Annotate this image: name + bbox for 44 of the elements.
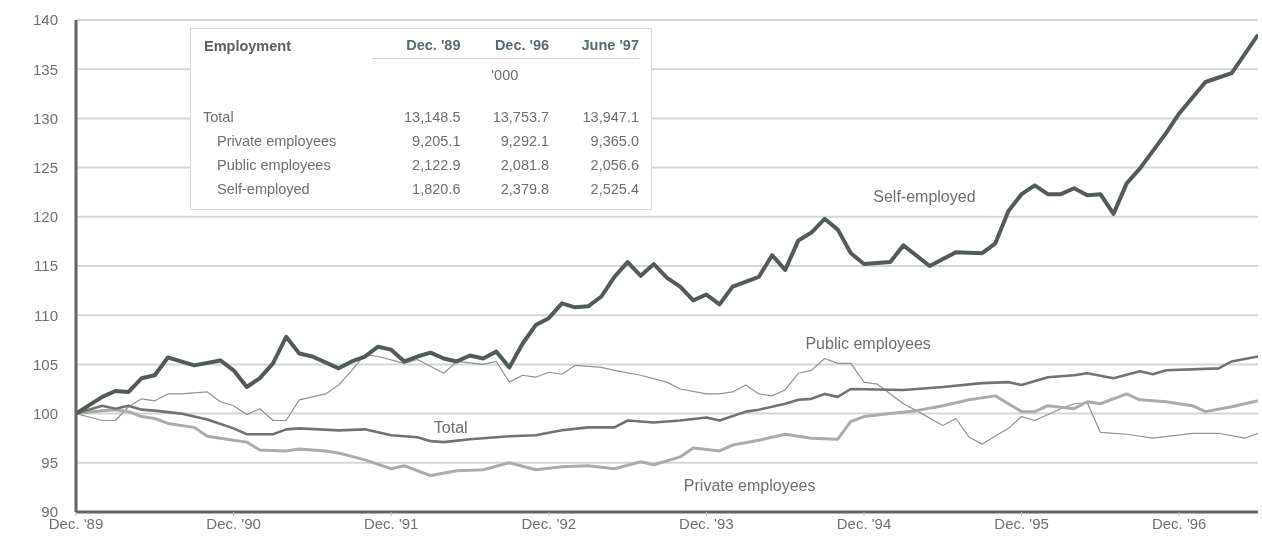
line-series xyxy=(76,32,1258,416)
data-label: 2,122.9 xyxy=(411,155,461,175)
text: Dec. '96 xyxy=(460,37,550,58)
category-label: Public employees xyxy=(216,155,332,175)
x-tick-label: Dec. '90 xyxy=(206,514,261,532)
data-label: 1,820.6 xyxy=(411,179,461,199)
x-tick-label: Dec. '93 xyxy=(679,514,734,532)
y-tick-label: 100 xyxy=(32,404,58,422)
x-tick-label: Dec. '96 xyxy=(1151,514,1207,532)
data-label: 2,525.4 xyxy=(589,179,639,199)
data-label: 9,365.0 xyxy=(589,131,639,151)
data-label: 9,292.1 xyxy=(499,131,550,151)
y-tick-label: 130 xyxy=(32,109,58,127)
y-tick-label: 125 xyxy=(32,158,58,176)
line-series xyxy=(76,392,1258,478)
text: '000 xyxy=(490,65,520,85)
text: June '97 xyxy=(549,37,639,58)
x-tick-label: Dec. '94 xyxy=(836,514,892,532)
y-tick-label: 95 xyxy=(41,454,58,472)
x-tick-label: Dec. '92 xyxy=(521,514,577,532)
series-label: Dec. '89 xyxy=(371,37,461,58)
data-label: 2,379.8 xyxy=(499,179,550,199)
series-label: Private employees xyxy=(683,477,816,495)
y-tick-label: 115 xyxy=(34,257,58,275)
data-label: 9,205.1 xyxy=(411,131,461,151)
y-tick-label: 105 xyxy=(32,355,58,373)
data-label: 13,148.5 xyxy=(403,107,461,127)
text: Self-employed xyxy=(873,187,976,205)
data-label: 13,947.1 xyxy=(581,107,639,127)
y-tick-label: 120 xyxy=(32,208,58,226)
category-label: Total xyxy=(203,107,235,127)
category-label: Private employees xyxy=(216,131,338,151)
x-tick-label: Dec. '95 xyxy=(994,514,1049,532)
series-label: Total xyxy=(433,419,468,437)
series-label: Public employees xyxy=(805,335,931,353)
y-tick-label: 110 xyxy=(34,306,58,324)
data-label: 2,081.8 xyxy=(499,155,550,175)
text: Employment xyxy=(203,37,292,56)
y-tick-label: 135 xyxy=(32,60,58,78)
y-tick-label: 140 xyxy=(32,11,58,29)
x-tick-label: Dec. '91 xyxy=(363,514,419,532)
data-label: 2,056.6 xyxy=(589,155,639,175)
category-label: Self-employed xyxy=(216,179,311,199)
data-label: 13,753.7 xyxy=(491,107,550,127)
